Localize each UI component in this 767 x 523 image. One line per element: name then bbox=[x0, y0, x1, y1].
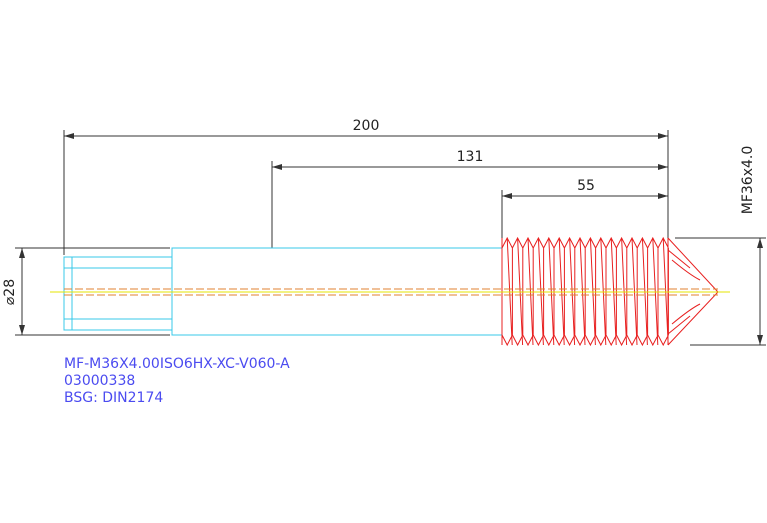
note: BSG: DIN2174 bbox=[64, 390, 163, 406]
note: 03000338 bbox=[64, 373, 135, 389]
part bbox=[50, 236, 730, 347]
dimension-label: 55 bbox=[577, 178, 595, 194]
dimension-label: 131 bbox=[457, 149, 484, 165]
dimension-label: MF36x4.0 bbox=[740, 146, 756, 215]
dimension-lines bbox=[19, 133, 763, 345]
note: MF-M36X4.00ISO6HX-XC-V060-A bbox=[64, 356, 290, 372]
dimension-label: ⌀28 bbox=[2, 279, 18, 305]
dimension-label: 200 bbox=[353, 118, 380, 134]
